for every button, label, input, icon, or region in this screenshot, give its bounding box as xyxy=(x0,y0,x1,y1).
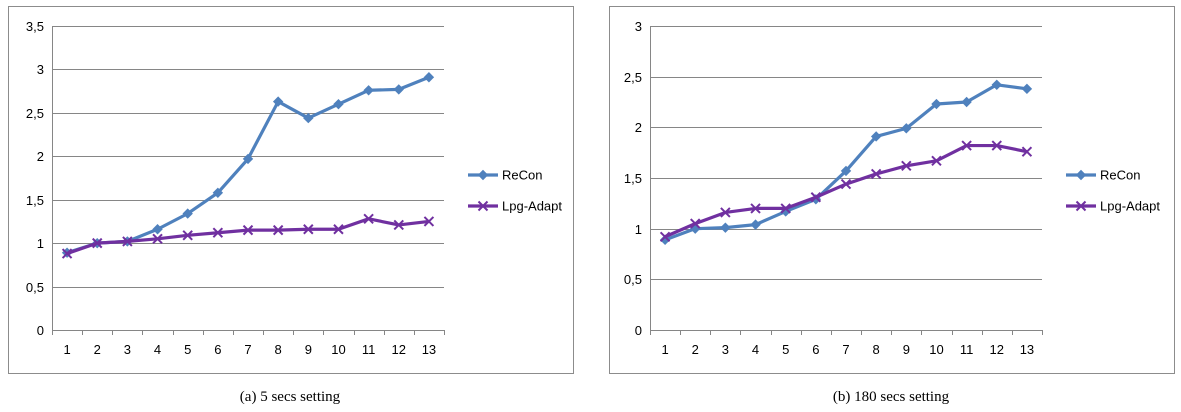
data-point-recon xyxy=(393,84,404,95)
legend-marker-recon xyxy=(477,169,489,181)
data-point-lpg-adapt xyxy=(423,216,435,227)
y-tick-label: 2,5 xyxy=(26,106,44,121)
data-point-lpg-adapt xyxy=(690,218,701,229)
legend-marker-lpg-adapt xyxy=(477,200,489,212)
caption-a: (a) 5 secs setting xyxy=(239,389,341,405)
data-point-lpg-adapt xyxy=(991,140,1002,151)
x-tick-label: 11 xyxy=(362,342,376,357)
x-tick-label: 3 xyxy=(722,342,729,357)
data-point-recon xyxy=(720,222,731,233)
data-point-recon xyxy=(303,112,314,124)
data-point-lpg-adapt xyxy=(750,203,761,214)
y-tick-label: 3 xyxy=(37,62,44,77)
data-point-lpg-adapt xyxy=(931,155,942,166)
caption-b: (b) 180 secs setting xyxy=(832,389,950,405)
y-tick-label: 0,5 xyxy=(26,280,44,295)
data-point-recon xyxy=(242,153,254,165)
legend-label-lpg-adapt: Lpg-Adapt xyxy=(502,199,562,214)
data-point-recon xyxy=(212,187,224,198)
data-point-lpg-adapt xyxy=(242,224,254,236)
data-point-lpg-adapt xyxy=(780,203,791,214)
chart-frame xyxy=(8,6,574,374)
line-chart-a: 00,511,522,533,51 2 3 4 5 6 7 8 9 10 11 12 13ReConLp… xyxy=(8,6,574,374)
x-tick-label: 5 xyxy=(782,342,789,357)
data-point-recon xyxy=(840,165,852,177)
data-point-lpg-adapt xyxy=(212,227,224,238)
x-tick-label: 3 xyxy=(124,342,131,357)
x-tick-label: 6 xyxy=(214,342,221,357)
legend-label-lpg-adapt: Lpg-Adapt xyxy=(1100,199,1160,214)
data-point-lpg-adapt xyxy=(61,248,73,259)
x-tick-label: 12 xyxy=(392,342,406,357)
data-point-lpg-adapt xyxy=(810,192,822,203)
line-chart-b: 00,511,522,531 2 3 4 5 6 7 8 9 10 11 12 13ReConLpg-A… xyxy=(609,6,1175,374)
y-tick-label: 2 xyxy=(37,149,44,164)
data-point-lpg-adapt xyxy=(92,237,103,249)
data-point-lpg-adapt xyxy=(720,207,731,218)
data-point-lpg-adapt xyxy=(182,230,193,241)
x-tick-label: 11 xyxy=(960,342,974,357)
y-tick-label: 2 xyxy=(635,120,642,135)
legend-marker-recon xyxy=(1075,169,1087,181)
data-point-lpg-adapt xyxy=(659,231,671,242)
data-point-lpg-adapt xyxy=(870,168,882,180)
data-point-recon xyxy=(182,208,193,219)
data-point-recon xyxy=(961,96,972,108)
x-tick-label: 7 xyxy=(842,342,849,357)
x-tick-label: 5 xyxy=(184,342,191,357)
data-point-recon xyxy=(931,98,942,110)
chart-frame xyxy=(609,6,1175,374)
x-tick-label: 10 xyxy=(331,342,345,357)
data-point-lpg-adapt xyxy=(840,178,852,190)
y-tick-label: 1,5 xyxy=(624,171,642,186)
data-point-lpg-adapt xyxy=(333,224,344,235)
x-tick-label: 13 xyxy=(422,342,436,357)
data-point-recon xyxy=(272,96,284,107)
data-point-lpg-adapt xyxy=(901,160,912,172)
x-tick-label: 4 xyxy=(752,342,759,357)
y-tick-label: 1 xyxy=(635,222,642,237)
data-point-recon xyxy=(363,85,374,96)
x-tick-label: 13 xyxy=(1020,342,1034,357)
x-tick-label: 8 xyxy=(275,342,282,357)
x-tick-label: 7 xyxy=(244,342,251,357)
data-point-recon xyxy=(1021,83,1033,95)
x-tick-label: 1 xyxy=(63,342,70,357)
y-tick-label: 0,5 xyxy=(624,272,642,287)
legend-label-recon: ReCon xyxy=(502,168,542,183)
data-point-lpg-adapt xyxy=(961,140,972,151)
data-point-recon xyxy=(423,72,435,83)
data-point-lpg-adapt xyxy=(303,224,314,235)
data-point-recon xyxy=(333,98,344,110)
x-tick-label: 9 xyxy=(903,342,910,357)
chart-panel-a: 0 0,5 1 1,5 2 2,5 3 3,5 1 2 3 4 5 6 7 8 9 10 11 12 13 ReCon Lp… xyxy=(0,0,580,412)
y-tick-label: 0 xyxy=(635,323,642,338)
x-tick-label: 9 xyxy=(305,342,312,357)
x-tick-label: 12 xyxy=(990,342,1004,357)
data-point-recon xyxy=(152,224,163,235)
data-point-lpg-adapt xyxy=(272,224,284,236)
legend-label-recon: ReCon xyxy=(1100,168,1140,183)
x-tick-label: 8 xyxy=(873,342,880,357)
chart-panel-b: 0 0,5 1 1,5 2 2,5 3 1 2 3 4 5 6 7 8 9 10 11 12 13 ReCon Lpg-A… xyxy=(601,0,1181,412)
data-point-lpg-adapt xyxy=(152,233,163,245)
y-tick-label: 1,5 xyxy=(26,193,44,208)
y-tick-label: 2,5 xyxy=(624,70,642,85)
data-point-lpg-adapt xyxy=(122,236,133,247)
x-tick-label: 4 xyxy=(154,342,161,357)
y-tick-label: 0 xyxy=(37,323,44,338)
y-tick-label: 1 xyxy=(37,236,44,251)
x-tick-label: 10 xyxy=(929,342,943,357)
x-tick-label: 6 xyxy=(812,342,819,357)
data-point-lpg-adapt xyxy=(1021,146,1033,157)
x-tick-label: 2 xyxy=(692,342,699,357)
legend-marker-lpg-adapt xyxy=(1075,200,1087,212)
data-point-recon xyxy=(750,219,761,230)
x-tick-label: 2 xyxy=(94,342,101,357)
y-tick-label: 3 xyxy=(635,19,642,34)
data-point-lpg-adapt xyxy=(363,213,374,225)
data-point-lpg-adapt xyxy=(393,219,404,231)
y-tick-label: 3,5 xyxy=(26,19,44,34)
x-tick-label: 1 xyxy=(661,342,668,357)
